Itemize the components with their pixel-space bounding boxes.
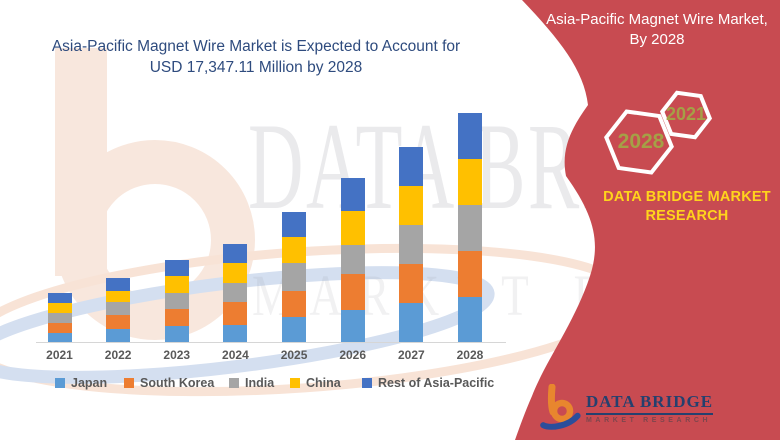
panel-title: Asia-Pacific Magnet Wire Market, By 2028 <box>538 10 776 51</box>
legend-swatch <box>229 378 239 388</box>
logo-name: DATA BRIDGE <box>586 392 714 415</box>
bar-segment-rest-of-asia-pacific-2026 <box>340 178 365 211</box>
x-axis-label-2022: 2022 <box>104 348 132 362</box>
legend-label: Rest of Asia-Pacific <box>378 376 495 390</box>
bar-segment-india-2023 <box>164 292 189 310</box>
legend-swatch <box>362 378 372 388</box>
x-axis-label-2024: 2024 <box>222 348 249 362</box>
bar-segment-south-korea-2021 <box>47 323 72 334</box>
legend-swatch <box>55 378 65 388</box>
bar-segment-china-2021 <box>47 302 72 314</box>
bar-segment-south-korea-2026 <box>340 273 365 311</box>
x-axis-line <box>36 342 506 343</box>
bar-segment-south-korea-2028 <box>457 251 482 298</box>
bar-segment-japan-2025 <box>282 316 307 342</box>
legend-item-japan: Japan <box>55 374 108 390</box>
bar-segment-rest-of-asia-pacific-2027 <box>399 146 424 186</box>
bar-segment-rest-of-asia-pacific-2028 <box>457 113 482 160</box>
x-axis-label-2023: 2023 <box>163 348 191 362</box>
chart-title-line1: Asia-Pacific Magnet Wire Market is Expec… <box>51 38 461 55</box>
logo-text: DATA BRIDGE MARKET RESEARCH <box>586 392 714 424</box>
bar-segment-japan-2026 <box>340 310 365 342</box>
bar-segment-china-2025 <box>282 236 307 264</box>
bar-segment-south-korea-2024 <box>223 301 248 326</box>
legend-label: South Korea <box>140 376 215 390</box>
brand-text-line2: RESEARCH <box>645 207 729 224</box>
bar-segment-india-2024 <box>223 282 248 302</box>
legend-swatch <box>290 378 300 388</box>
legend-item-south-korea: South Korea <box>124 374 215 390</box>
bar-segment-japan-2023 <box>164 326 189 342</box>
legend-label: India <box>245 376 275 390</box>
bar-segment-india-2022 <box>106 302 131 316</box>
hexagon-label-2021: 2021 <box>665 104 707 124</box>
legend-label: China <box>306 376 341 390</box>
chart-title-line2: USD 17,347.11 Million by 2028 <box>149 59 363 77</box>
bar-segment-south-korea-2025 <box>282 290 307 317</box>
bar-segment-india-2026 <box>340 244 365 274</box>
panel-title-line2: By 2028 <box>629 31 685 49</box>
bar-segment-japan-2024 <box>223 325 248 342</box>
logo-subtitle: MARKET RESEARCH <box>586 417 712 424</box>
bar-segment-rest-of-asia-pacific-2022 <box>106 277 131 292</box>
bar-segment-japan-2027 <box>399 303 424 342</box>
legend-label: Japan <box>71 376 108 390</box>
bar-segment-south-korea-2022 <box>106 315 131 330</box>
legend-item-rest-of-asia-pacific: Rest of Asia-Pacific <box>362 374 495 390</box>
bar-segment-japan-2022 <box>106 329 131 342</box>
hexagon-label-2028: 2028 <box>617 130 665 153</box>
bar-segment-rest-of-asia-pacific-2025 <box>282 211 307 237</box>
bar-segment-india-2027 <box>399 224 424 265</box>
legend-item-china: China <box>290 374 341 390</box>
panel-title-line1: Asia-Pacific Magnet Wire Market, <box>546 11 768 28</box>
bar-segment-china-2022 <box>106 291 131 303</box>
x-axis-label-2026: 2026 <box>339 348 367 362</box>
bar-segment-china-2023 <box>164 275 189 293</box>
bar-segment-south-korea-2023 <box>164 309 189 327</box>
bar-segment-china-2026 <box>340 210 365 245</box>
bar-segment-india-2025 <box>282 263 307 291</box>
x-axis-label-2028: 2028 <box>456 348 484 362</box>
legend-item-india: India <box>229 374 275 390</box>
legend-swatch <box>124 378 134 388</box>
bar-segment-rest-of-asia-pacific-2023 <box>164 260 189 276</box>
data-bridge-logo: DATA BRIDGE MARKET RESEARCH <box>540 384 714 430</box>
x-axis-label-2025: 2025 <box>280 348 308 362</box>
x-axis-label-2021: 2021 <box>46 348 73 362</box>
brand-text-line1: DATA BRIDGE MARKET <box>603 189 771 205</box>
bar-segment-china-2027 <box>399 185 424 225</box>
brand-text: DATA BRIDGE MARKET RESEARCH <box>594 188 780 226</box>
bar-segment-japan-2021 <box>47 333 72 342</box>
bar-segment-rest-of-asia-pacific-2024 <box>223 243 248 264</box>
data-bridge-logo-icon <box>540 384 581 430</box>
x-axis-label-2027: 2027 <box>397 348 425 362</box>
chart-title: Asia-Pacific Magnet Wire Market is Expec… <box>34 36 478 79</box>
bar-segment-japan-2028 <box>457 297 482 342</box>
bar-segment-china-2024 <box>223 263 248 283</box>
bar-segment-south-korea-2027 <box>399 264 424 304</box>
bar-segment-rest-of-asia-pacific-2021 <box>47 293 72 303</box>
bar-segment-india-2028 <box>457 205 482 252</box>
bar-segment-china-2028 <box>457 159 482 205</box>
bar-segment-india-2021 <box>47 313 72 324</box>
